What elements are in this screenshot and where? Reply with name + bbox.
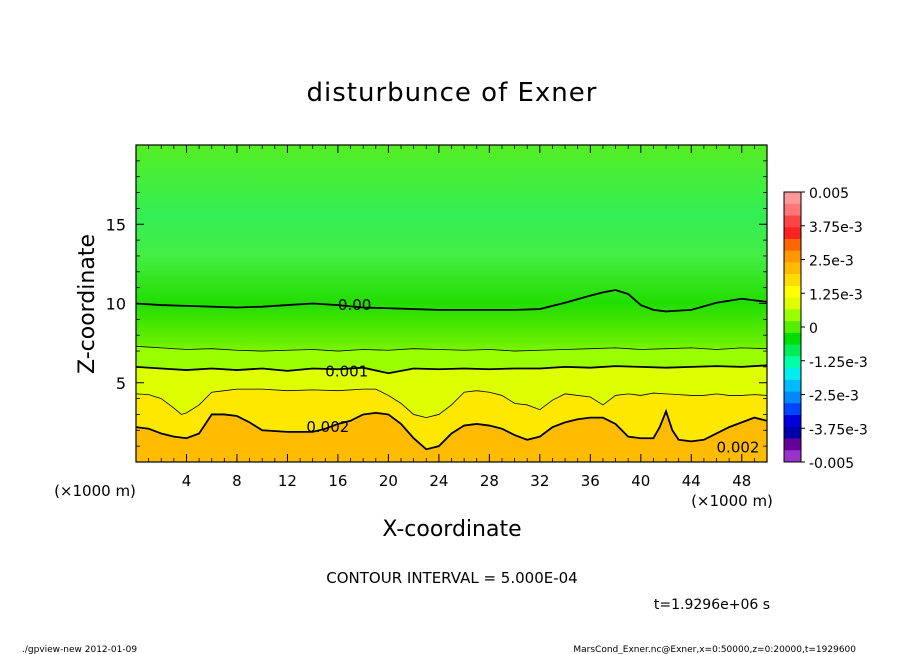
- contour-label: 0.00: [338, 296, 371, 314]
- colorbar-swatch: [784, 203, 801, 216]
- colorbar-label: 1.25e-3: [809, 287, 863, 303]
- contour-line-0: [136, 289, 767, 313]
- chart-title: disturbunce of Exner: [307, 78, 598, 108]
- x-tick-label: 28: [480, 472, 499, 490]
- colorbar-swatch: [784, 415, 801, 428]
- x-tick-label: 36: [581, 472, 600, 490]
- colorbar-label: 0.005: [809, 186, 849, 202]
- colorbar-swatch: [784, 262, 801, 275]
- colorbar-label: -0.005: [809, 456, 854, 472]
- x-axis-label: X-coordinate: [382, 517, 521, 542]
- y-axis-label: Z-coordinate: [75, 234, 100, 374]
- x-axis: 4 8 12 16 20 24 28 32 36 40 44 48: [148, 145, 755, 490]
- colorbar-label: 3.75e-3: [809, 220, 863, 236]
- contour-line-4: [136, 408, 767, 451]
- colorbar-swatch: [784, 403, 801, 416]
- contour-label: 0.002: [717, 438, 760, 456]
- colorbar-swatch: [784, 250, 801, 263]
- y-axis: 5 10 15: [106, 160, 767, 447]
- contour-interval-text: CONTOUR INTERVAL = 5.000E-04: [326, 569, 577, 587]
- x-tick-label: 24: [429, 472, 448, 490]
- y-unit-label: (×1000 m): [54, 482, 136, 500]
- colorbar-swatch: [784, 227, 801, 240]
- colorbar-swatch: [784, 450, 801, 463]
- program-text: ./gpview-new 2012-01-09: [22, 645, 137, 654]
- colorbar: 0.005 3.75e-3 2.5e-3 1.25e-3 0 -1.25e-3 -2.5e-…: [783, 186, 868, 472]
- contour-label: 0.002: [306, 418, 349, 436]
- colorbar-swatch: [784, 192, 801, 205]
- colorbar-swatch: [784, 309, 801, 322]
- x-tick-label: 44: [682, 472, 701, 490]
- colorbar-swatch: [784, 297, 801, 310]
- contour-label: 0.001: [325, 362, 368, 380]
- colorbar-label: -3.75e-3: [809, 422, 868, 438]
- y-tick-label: 10: [106, 295, 126, 314]
- colorbar-swatch: [784, 426, 801, 440]
- contour-line-3: [136, 388, 767, 419]
- contour-line-2: [136, 364, 767, 375]
- x-tick-label: 4: [182, 472, 192, 490]
- plot-area: 0.00 0.001 0.002 0.002: [136, 145, 767, 462]
- colorbar-swatch: [784, 274, 801, 287]
- source-text: MarsCond_Exner.nc@Exner,x=0:50000,z=0:20…: [573, 645, 856, 654]
- x-unit-label: (×1000 m): [691, 492, 773, 510]
- colorbar-swatch: [784, 215, 801, 228]
- colorbar-swatch: [784, 368, 801, 381]
- x-tick-label: 20: [379, 472, 398, 490]
- colorbar-label: -1.25e-3: [809, 355, 868, 371]
- x-tick-label: 8: [232, 472, 242, 490]
- time-text: t=1.9296e+06 s: [654, 597, 770, 613]
- colorbar-swatch: [784, 438, 801, 451]
- x-tick-label: 32: [530, 472, 549, 490]
- colorbar-swatch: [784, 344, 801, 357]
- colorbar-swatch: [784, 238, 801, 252]
- colorbar-label: 0: [809, 321, 818, 337]
- colorbar-swatch: [784, 332, 801, 346]
- contour-line-1: [136, 345, 767, 352]
- colorbar-swatch: [784, 285, 801, 299]
- colorbar-swatch: [784, 356, 801, 369]
- x-tick-label: 40: [631, 472, 650, 490]
- x-tick-label: 12: [278, 472, 297, 490]
- colorbar-swatch: [784, 321, 801, 334]
- x-tick-label: 48: [732, 472, 751, 490]
- x-tick-label: 16: [328, 472, 347, 490]
- colorbar-label: 2.5e-3: [809, 254, 854, 270]
- y-tick-label: 5: [116, 374, 126, 393]
- colorbar-swatch: [784, 391, 801, 404]
- colorbar-label: -2.5e-3: [809, 389, 859, 405]
- colorbar-swatch: [784, 379, 801, 393]
- shade-band-3: [136, 411, 767, 462]
- y-tick-label: 15: [106, 215, 126, 234]
